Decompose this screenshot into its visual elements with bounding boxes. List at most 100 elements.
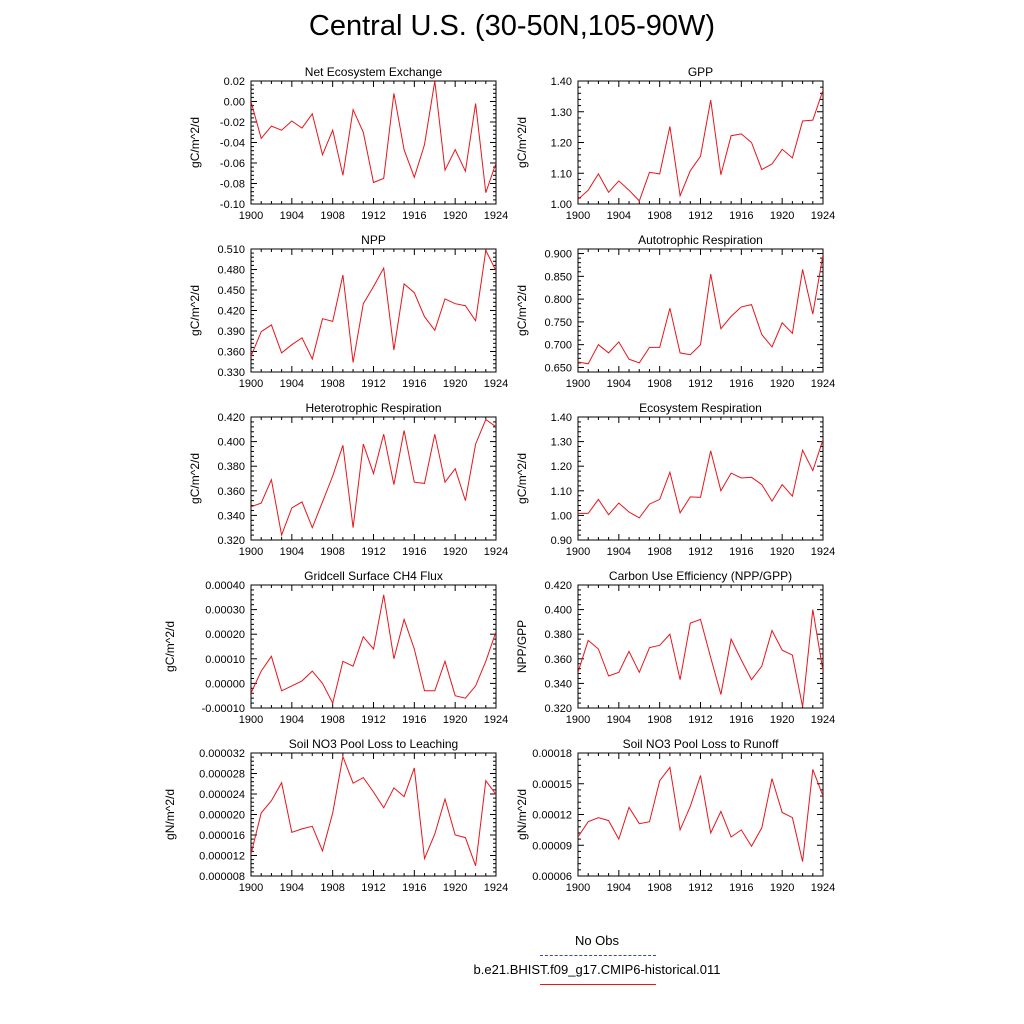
x-tick-label: 1908 <box>320 882 344 894</box>
y-tick-label: 0.340 <box>217 510 245 522</box>
panel-title: Gridcell Surface CH4 Flux <box>304 569 443 583</box>
x-tick-label: 1900 <box>566 882 590 894</box>
y-tick-label: 1.00 <box>551 510 572 522</box>
x-tick-label: 1924 <box>484 546 508 558</box>
y-axis-label: gC/m^2/d <box>515 117 529 168</box>
x-tick-label: 1912 <box>361 378 385 390</box>
y-axis-label: gC/m^2/d <box>163 621 177 672</box>
plot-frame <box>577 248 824 373</box>
panel-title: GPP <box>688 65 713 79</box>
y-tick-label: 0.360 <box>544 654 572 666</box>
y-tick-label: 0.380 <box>217 461 245 473</box>
panel-title: Ecosystem Respiration <box>639 401 762 415</box>
x-tick-label: 1908 <box>320 378 344 390</box>
x-tick-label: 1924 <box>811 546 835 558</box>
y-tick-label: 1.40 <box>551 76 572 88</box>
x-tick-label: 1924 <box>811 378 835 390</box>
x-tick-label: 1904 <box>607 210 631 222</box>
x-tick-label: 1920 <box>770 546 794 558</box>
y-tick-label: 0.420 <box>217 306 245 318</box>
y-tick-label: 0.00018 <box>532 748 572 760</box>
x-tick-label: 1916 <box>729 882 753 894</box>
x-tick-label: 1916 <box>402 546 426 558</box>
y-tick-label: 0.000008 <box>199 871 245 883</box>
x-tick-label: 1904 <box>280 714 304 726</box>
x-tick-label: 1904 <box>280 210 304 222</box>
panel-title: Soil NO3 Pool Loss to Leaching <box>289 737 458 751</box>
x-tick-label: 1920 <box>770 882 794 894</box>
y-tick-label: 0.420 <box>544 580 572 592</box>
x-tick-label: 1916 <box>729 546 753 558</box>
y-tick-label: 0.000020 <box>199 810 245 822</box>
y-tick-label: 0.650 <box>544 362 572 374</box>
legend-obs-line <box>540 955 656 956</box>
chart-panel-1: Net Ecosystem Exchange gC/m^2/d 1900 1904 19… <box>188 65 508 222</box>
x-tick-label: 1924 <box>811 210 835 222</box>
y-tick-label: 0.360 <box>217 347 245 359</box>
chart-panel-6: Ecosystem Respiration gC/m^2/d 1900 1904 190… <box>515 401 835 558</box>
x-tick-label: 1908 <box>647 882 671 894</box>
x-tick-label: 1920 <box>770 378 794 390</box>
y-tick-label: 0.000028 <box>199 769 245 781</box>
x-tick-label: 1900 <box>566 378 590 390</box>
panel-title: Carbon Use Efficiency (NPP/GPP) <box>609 569 792 583</box>
y-axis-label: gC/m^2/d <box>188 453 202 504</box>
x-tick-label: 1916 <box>402 882 426 894</box>
series-line-model <box>251 754 496 866</box>
y-tick-label: 0.340 <box>544 678 572 690</box>
chart-panel-9: Soil NO3 Pool Loss to Leaching gN/m^2/d 19… <box>163 737 508 894</box>
figure-title: Central U.S. (30-50N,105-90W) <box>308 10 716 42</box>
y-tick-label: 0.400 <box>217 437 245 449</box>
x-tick-label: 1904 <box>607 714 631 726</box>
x-tick-label: 1904 <box>280 378 304 390</box>
y-tick-label: 0.02 <box>224 76 245 88</box>
x-tick-label: 1904 <box>280 546 304 558</box>
y-tick-label: 0.00020 <box>205 629 245 641</box>
y-tick-label: 0.380 <box>544 629 572 641</box>
plot-frame <box>250 416 497 541</box>
x-tick-label: 1920 <box>443 546 467 558</box>
y-axis-label: gC/m^2/d <box>188 285 202 336</box>
y-tick-label: 1.20 <box>551 138 572 150</box>
x-tick-label: 1908 <box>647 714 671 726</box>
panel-title: Net Ecosystem Exchange <box>305 65 443 79</box>
x-tick-label: 1904 <box>280 882 304 894</box>
series-line-model <box>251 418 496 537</box>
y-tick-label: 0.90 <box>551 535 572 547</box>
plot-frame <box>577 584 824 709</box>
chart-panel-5: Heterotrophic Respiration gC/m^2/d 1900 190… <box>188 401 508 558</box>
x-tick-label: 1908 <box>320 210 344 222</box>
x-tick-label: 1916 <box>402 714 426 726</box>
x-tick-label: 1904 <box>607 546 631 558</box>
x-tick-label: 1908 <box>320 546 344 558</box>
y-tick-label: 0.750 <box>544 317 572 329</box>
y-tick-label: 0.00006 <box>532 871 572 883</box>
chart-panel-4: Autotrophic Respiration gC/m^2/d 1900 1904 1… <box>515 233 835 390</box>
y-tick-label: 0.510 <box>217 244 245 256</box>
x-tick-label: 1908 <box>647 546 671 558</box>
series-line-model <box>251 594 496 705</box>
x-tick-label: 1912 <box>688 714 712 726</box>
y-tick-label: 0.00040 <box>205 580 245 592</box>
x-tick-label: 1912 <box>361 546 385 558</box>
x-tick-label: 1912 <box>361 714 385 726</box>
x-tick-label: 1920 <box>443 378 467 390</box>
x-tick-label: 1912 <box>361 882 385 894</box>
y-tick-label: 0.800 <box>544 294 572 306</box>
y-tick-label: 0.000016 <box>199 830 245 842</box>
y-tick-label: -0.06 <box>220 158 245 170</box>
y-tick-label: 0.480 <box>217 265 245 277</box>
x-tick-label: 1908 <box>647 378 671 390</box>
y-axis-label: gC/m^2/d <box>188 117 202 168</box>
y-axis-label: gN/m^2/d <box>515 789 529 840</box>
x-tick-label: 1900 <box>566 546 590 558</box>
y-tick-label: -0.08 <box>220 179 245 191</box>
chart-panel-2: GPP gC/m^2/d 1900 1904 1908 1912 1916 1920 1924 1… <box>515 65 835 222</box>
y-tick-label: 0.00010 <box>205 654 245 666</box>
y-tick-label: 0.450 <box>217 285 245 297</box>
series-line-model <box>251 249 496 363</box>
legend-model-line <box>540 984 656 985</box>
x-tick-label: 1924 <box>811 882 835 894</box>
x-tick-label: 1924 <box>484 210 508 222</box>
y-axis-label: gC/m^2/d <box>515 453 529 504</box>
